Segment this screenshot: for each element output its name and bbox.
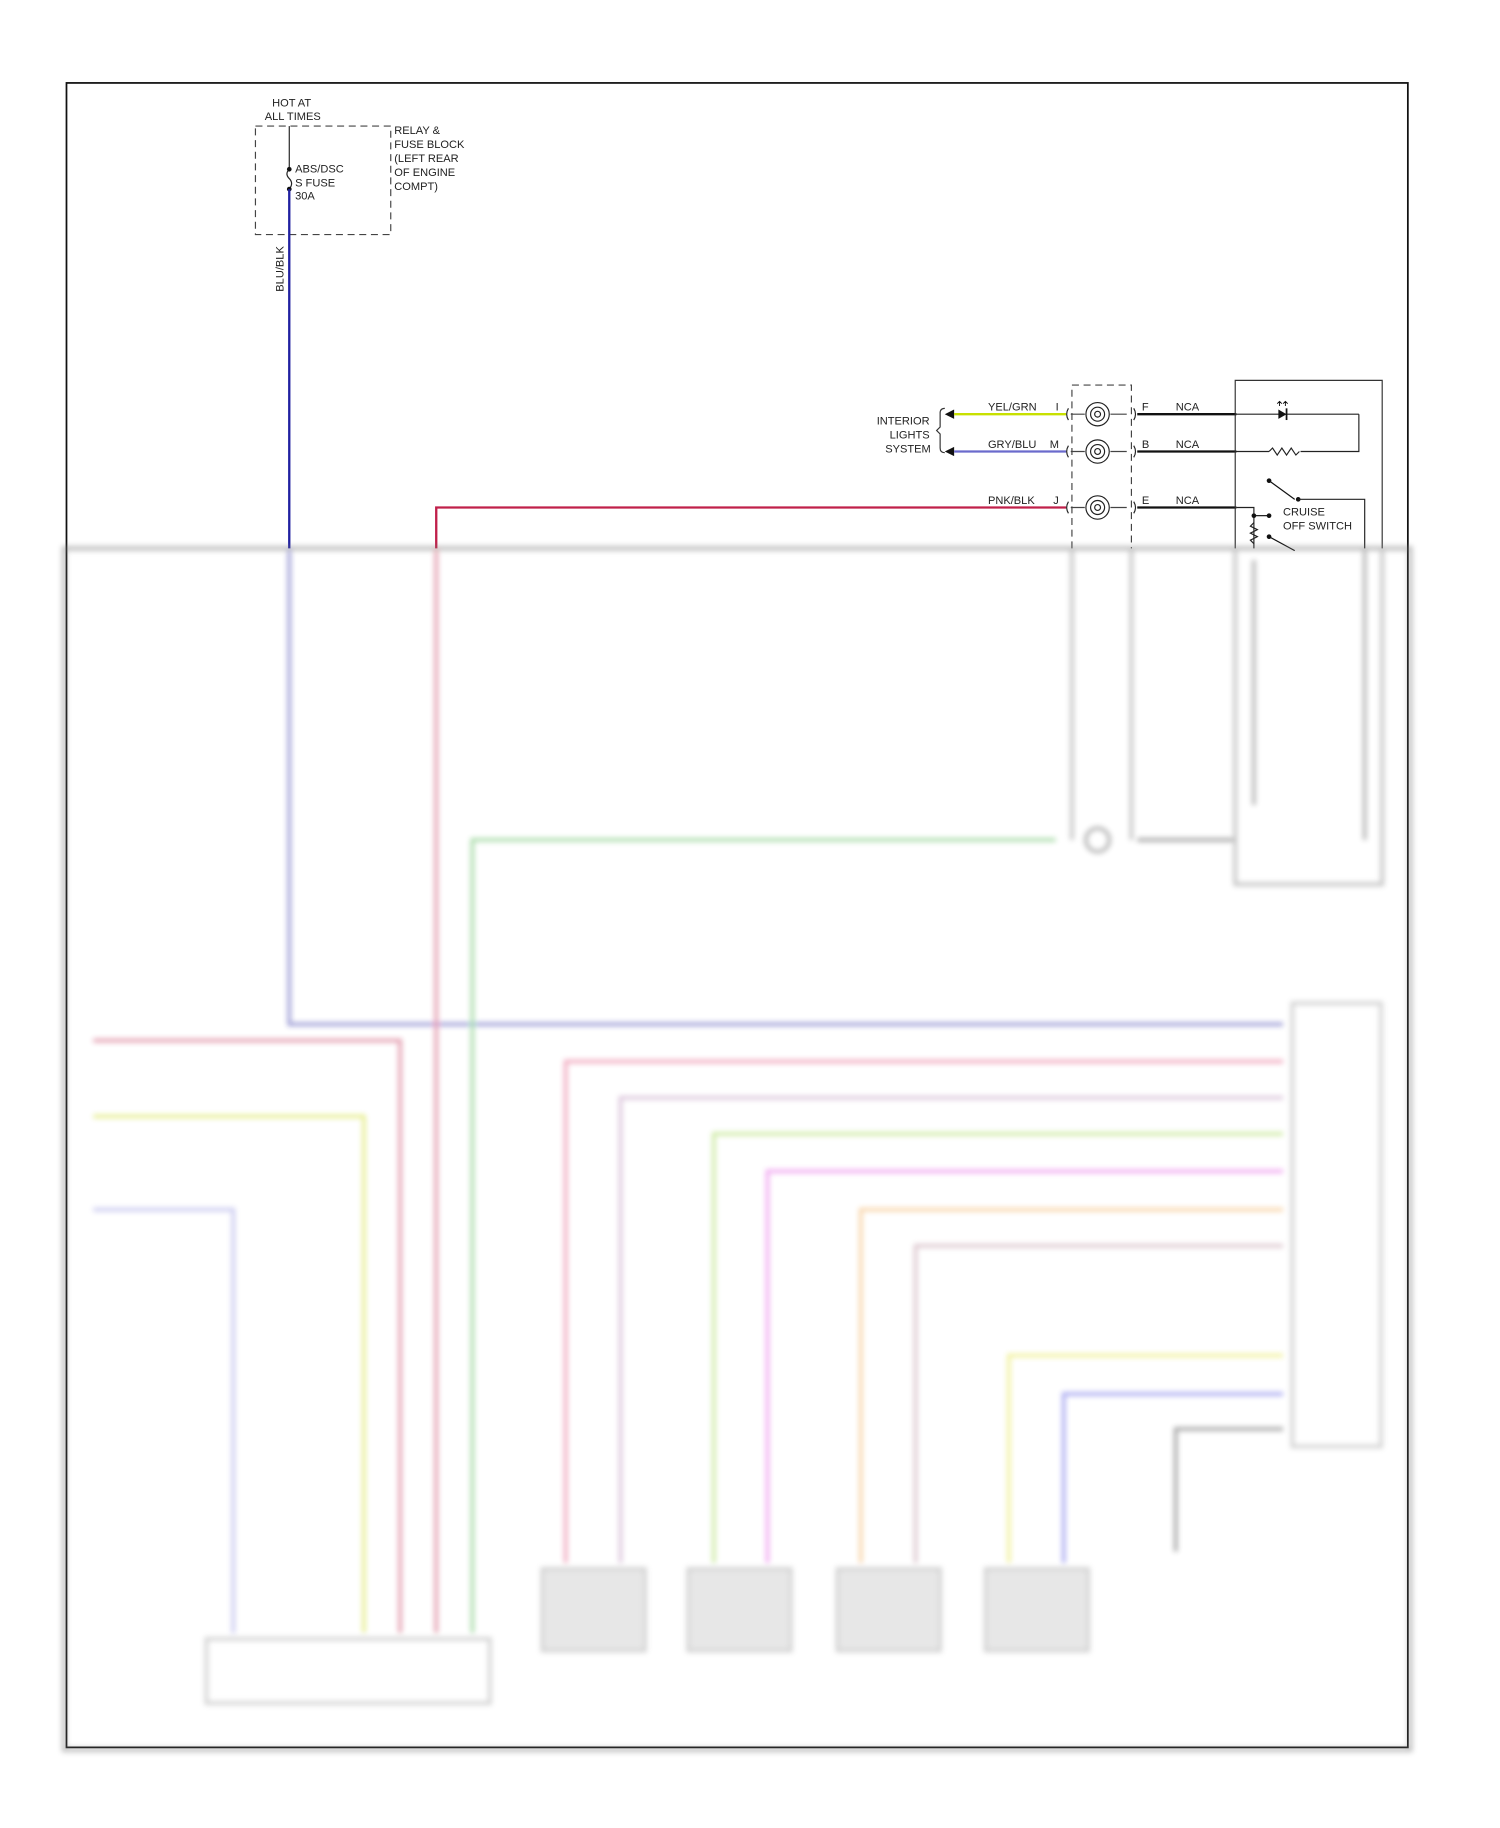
block-label: RELAY & bbox=[394, 125, 440, 137]
clockspring-coil-icon bbox=[1085, 401, 1110, 427]
pin-label: J bbox=[1053, 495, 1059, 507]
interior-lights-system: INTERIOR LIGHTS SYSTEM bbox=[877, 407, 955, 457]
cruise-off-switch-icon bbox=[1236, 478, 1366, 552]
clockspring-coil-icon bbox=[1085, 495, 1110, 520]
resistor-icon bbox=[1268, 446, 1300, 457]
relay-fuse-block bbox=[254, 125, 392, 236]
all-times-label: ALL TIMES bbox=[265, 111, 321, 123]
power-source: HOT AT ALL TIMES ABS/DSC S FUSE 30A RELA… bbox=[254, 97, 465, 549]
wire-label: YEL/GRN bbox=[988, 402, 1037, 414]
fuse-rating: 30A bbox=[295, 191, 315, 203]
pin-label: M bbox=[1050, 439, 1059, 451]
wire-label: NCA bbox=[1176, 439, 1200, 451]
pin-label: I bbox=[1056, 402, 1059, 414]
obscured-lower-diagram bbox=[61, 545, 1413, 1753]
block-label: FUSE BLOCK bbox=[394, 139, 465, 151]
led-icon bbox=[1276, 400, 1289, 421]
fuse-label: ABS/DSC bbox=[295, 164, 344, 176]
block-label: (LEFT REAR bbox=[394, 153, 458, 165]
block-label: OF ENGINE bbox=[394, 167, 455, 179]
interior-lights-label: SYSTEM bbox=[885, 444, 931, 456]
diagram-frame bbox=[65, 82, 1409, 1749]
wire-label: NCA bbox=[1176, 495, 1200, 507]
pin-label: E bbox=[1142, 495, 1149, 507]
hot-at-label: HOT AT bbox=[272, 97, 311, 109]
pin-label: F bbox=[1142, 402, 1149, 414]
block-label: COMPT) bbox=[394, 181, 438, 193]
wire-label: GRY/BLU bbox=[988, 439, 1036, 451]
fuse-icon bbox=[286, 168, 293, 190]
wire-pnk-blk bbox=[435, 506, 1067, 549]
arrow-left-icon bbox=[944, 409, 955, 419]
clockspring-coil-icon bbox=[1085, 439, 1110, 464]
cruise-switch-module: CRUISE OFF SWITCH bbox=[1234, 379, 1383, 552]
wire-label: NCA bbox=[1176, 402, 1200, 414]
wire-label-blu-blk: BLU/BLK bbox=[274, 246, 286, 292]
pin-label: B bbox=[1142, 439, 1149, 451]
clockspring bbox=[1066, 384, 1137, 549]
interior-lights-label: INTERIOR bbox=[877, 416, 930, 428]
fuse-label: S FUSE bbox=[295, 178, 335, 190]
cruise-switch-label: OFF SWITCH bbox=[1283, 521, 1352, 533]
arrow-left-icon bbox=[944, 446, 955, 457]
wire-label: PNK/BLK bbox=[988, 495, 1035, 507]
interior-lights-label: LIGHTS bbox=[890, 430, 930, 442]
cruise-switch-label: CRUISE bbox=[1283, 507, 1325, 519]
